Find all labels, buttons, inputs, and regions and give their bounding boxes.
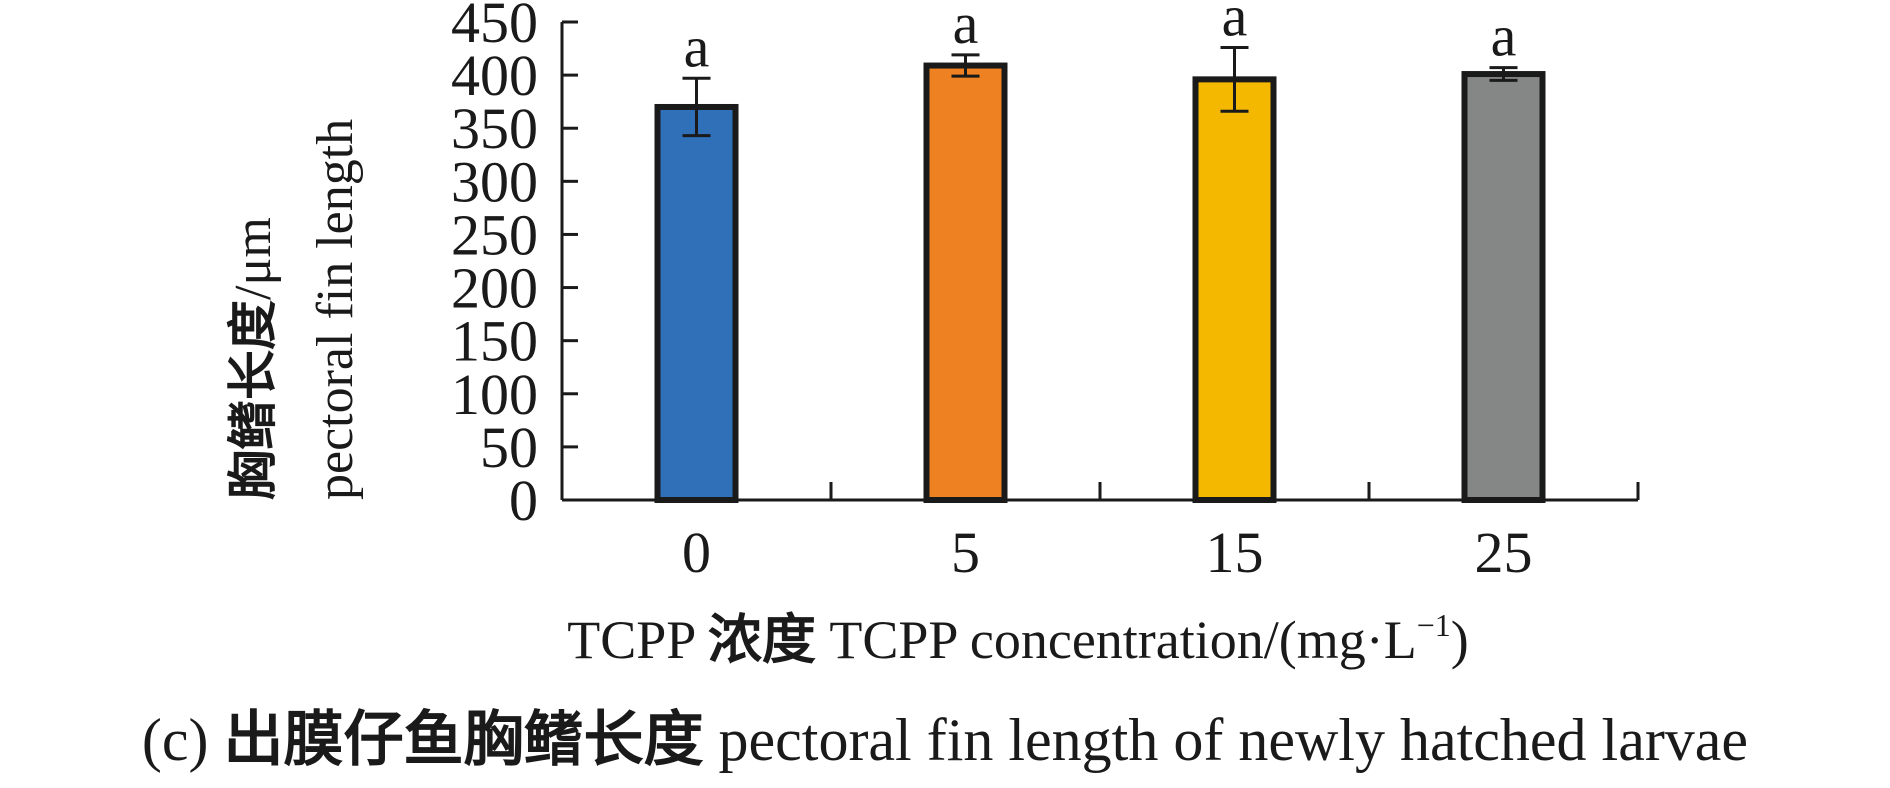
figure-caption: (c) 出膜仔鱼胸鳍长度 pectoral fin length of newl… — [142, 705, 1748, 775]
x-axis-label-prefix: TCPP — [567, 610, 708, 670]
x-tick-label-5: 5 — [951, 520, 980, 585]
y-tick-label: 50 — [480, 415, 538, 480]
y-axis-label-unit: /μm — [225, 217, 282, 300]
significance-label-5: a — [953, 0, 979, 56]
y-tick-label: 400 — [451, 43, 538, 108]
y-axis-label-cn-text: 胸鳍长度 — [224, 300, 282, 500]
y-tick-label: 100 — [451, 362, 538, 427]
bar-5 — [923, 62, 1008, 503]
y-tick-label: 200 — [451, 256, 538, 321]
bar-25 — [1461, 71, 1546, 503]
axes — [560, 20, 1640, 502]
x-axis-label: TCPP 浓度 TCPP concentration/(mg·L−1) — [567, 607, 1469, 671]
y-axis-label-cn-group: 胸鳍长度/μm — [224, 217, 282, 500]
y-tick-label: 350 — [451, 96, 538, 161]
x-axis-label-cn: 浓度 — [708, 608, 816, 671]
x-axis-label-en: TCPP concentration/(mg·L — [816, 610, 1417, 670]
x-tick-label-25: 25 — [1475, 520, 1533, 585]
bars — [654, 45, 1546, 504]
y-tick-label: 300 — [451, 149, 538, 214]
caption-prefix: (c) — [142, 707, 224, 773]
significance-label-15: a — [1222, 0, 1248, 48]
y-tick-label: 150 — [451, 309, 538, 374]
bar-0 — [654, 103, 739, 503]
x-tick-label-15: 15 — [1206, 520, 1264, 585]
bar-15 — [1192, 76, 1277, 504]
x-axis-label-end: ) — [1451, 610, 1469, 670]
x-tick-label-0: 0 — [682, 520, 711, 585]
y-tick-label: 250 — [451, 202, 538, 267]
significance-label-25: a — [1491, 4, 1517, 69]
y-tick-label: 0 — [509, 468, 538, 533]
significance-label-0: a — [684, 14, 710, 79]
caption-cn: 出膜仔鱼胸鳍长度 — [224, 705, 704, 775]
caption-en: pectoral fin length of newly hatched lar… — [704, 707, 1749, 773]
y-axis-label-en: pectoral fin length — [307, 119, 364, 500]
y-axis-label-en-group: pectoral fin length — [307, 119, 364, 500]
x-axis-label-superscript: −1 — [1417, 607, 1451, 643]
y-tick-label: 450 — [451, 0, 538, 55]
y-axis-label-cn: 胸鳍长度/μm — [224, 217, 282, 500]
